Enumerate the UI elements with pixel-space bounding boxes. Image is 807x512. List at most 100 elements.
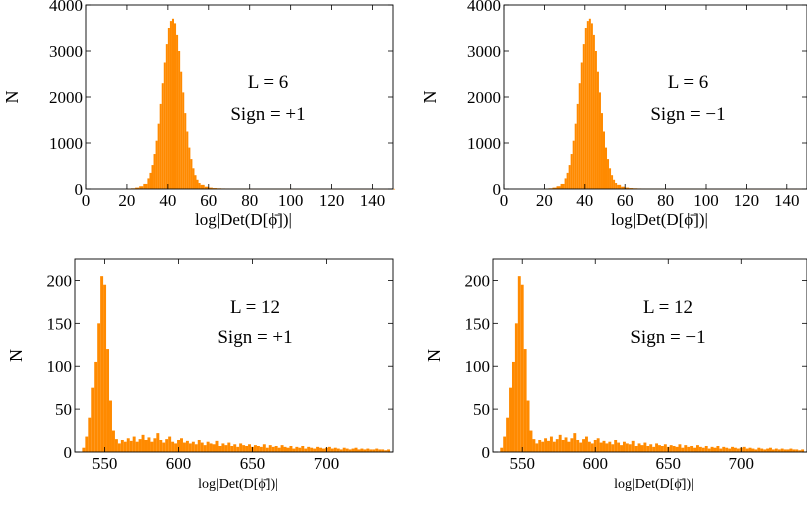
x-axis-label: log|Det(D[ϕ̄])| — [611, 210, 708, 229]
histogram-bar — [643, 442, 647, 452]
histogram-bar — [552, 187, 557, 189]
histogram-bar — [316, 446, 320, 452]
histogram-bar — [716, 445, 720, 452]
histogram-bar — [622, 441, 626, 452]
histogram-bar — [192, 168, 195, 189]
histogram-bar — [304, 448, 308, 452]
histogram-bar — [594, 51, 597, 189]
histogram-bar — [585, 436, 588, 452]
histogram-bar — [144, 439, 148, 452]
histogram-bar — [725, 447, 729, 452]
x-tick-label: 40 — [159, 191, 176, 210]
x-axis-label: log|Det(D[ϕ̄])| — [195, 210, 292, 229]
histogram-bar — [777, 449, 781, 452]
histogram-bar — [259, 446, 263, 452]
y-tick-label: 4000 — [49, 0, 83, 15]
histogram-bar — [634, 445, 638, 452]
x-tick-label: 60 — [200, 191, 217, 210]
histogram-bar — [177, 439, 181, 452]
x-tick-label: 60 — [617, 191, 634, 210]
histogram-bar — [541, 441, 545, 452]
histogram-bar — [698, 446, 702, 452]
histogram-bar — [198, 183, 201, 189]
histogram-bar — [342, 447, 346, 452]
x-axis-label: log|Det(D[ϕ̄])| — [198, 477, 278, 492]
histogram-bar — [684, 445, 688, 452]
x-tick-label: 80 — [241, 191, 258, 210]
histogram-bar — [719, 448, 723, 452]
histogram-bar — [218, 445, 222, 452]
histogram-bar — [191, 441, 195, 452]
x-tick-label: 120 — [319, 191, 345, 210]
histogram-bar — [544, 438, 548, 452]
histogram-bar — [204, 186, 209, 189]
histogram-bar — [194, 444, 198, 452]
histogram-bar — [592, 34, 595, 190]
histogram-bar — [159, 439, 163, 452]
histogram-bar — [710, 446, 714, 452]
histogram-bar — [564, 437, 568, 452]
histogram-bar — [631, 440, 635, 452]
histogram-bar — [248, 444, 252, 452]
histogram-bar — [274, 445, 278, 452]
x-tick-label: 20 — [536, 191, 553, 210]
histogram-bar — [572, 140, 575, 189]
histogram-bar — [348, 449, 352, 452]
histogram-bar — [690, 445, 694, 452]
histogram-bar — [215, 440, 219, 452]
x-tick-label: 140 — [360, 191, 386, 210]
x-tick-label: 120 — [734, 191, 760, 210]
histogram-bar — [169, 21, 172, 189]
histogram-bar — [614, 439, 618, 452]
histogram-bar — [149, 172, 152, 189]
histogram-bar — [742, 446, 746, 452]
histogram-bar — [801, 449, 805, 452]
histogram-bar — [230, 445, 234, 452]
histogram-bar — [208, 187, 213, 189]
histogram-bar — [129, 440, 133, 452]
histogram-bar — [599, 442, 603, 452]
y-tick-label: 150 — [465, 314, 491, 333]
histogram-bar — [322, 448, 325, 452]
histogram-bar — [188, 443, 192, 452]
histogram-bar — [194, 175, 197, 189]
histogram-bar — [123, 441, 127, 452]
histogram-bar — [354, 447, 358, 452]
histogram-bar — [731, 446, 734, 452]
histogram-bar — [733, 447, 737, 452]
y-tick-label: 1000 — [49, 134, 83, 153]
x-tick-label: 550 — [509, 454, 535, 473]
histogram-bar — [596, 71, 599, 189]
histogram-bar — [582, 44, 585, 189]
histogram-bar — [564, 178, 567, 189]
histogram-bar — [586, 21, 589, 189]
histogram-bar — [184, 113, 187, 189]
histogram-bar — [233, 444, 237, 452]
histogram-bar — [186, 131, 189, 189]
histogram-bar — [640, 445, 644, 452]
histogram-bar — [333, 447, 337, 452]
histogram-bar — [375, 448, 379, 452]
histogram-bar — [114, 439, 118, 452]
histogram-bar — [605, 147, 608, 189]
histogram-bar — [780, 448, 784, 452]
plot-frame — [85, 4, 394, 190]
histogram-bar — [106, 349, 110, 452]
annotation-lattice-size: L = 12 — [643, 297, 693, 318]
histogram-bar — [696, 445, 699, 452]
histogram-bar — [357, 449, 361, 452]
histogram-bar — [538, 439, 542, 452]
histogram-bar — [126, 438, 130, 452]
histogram-bar — [339, 449, 343, 452]
x-tick-label: 700 — [729, 454, 755, 473]
y-tick-label: 3000 — [467, 42, 501, 61]
y-tick-label: 3000 — [49, 42, 83, 61]
histogram-bar — [262, 444, 266, 452]
histogram-bar — [736, 448, 740, 452]
histogram-bar — [307, 446, 311, 452]
y-tick-label: 0 — [482, 443, 491, 462]
histogram-bar — [176, 34, 179, 190]
histogram-bar — [672, 445, 676, 452]
histogram-bar — [514, 323, 518, 452]
